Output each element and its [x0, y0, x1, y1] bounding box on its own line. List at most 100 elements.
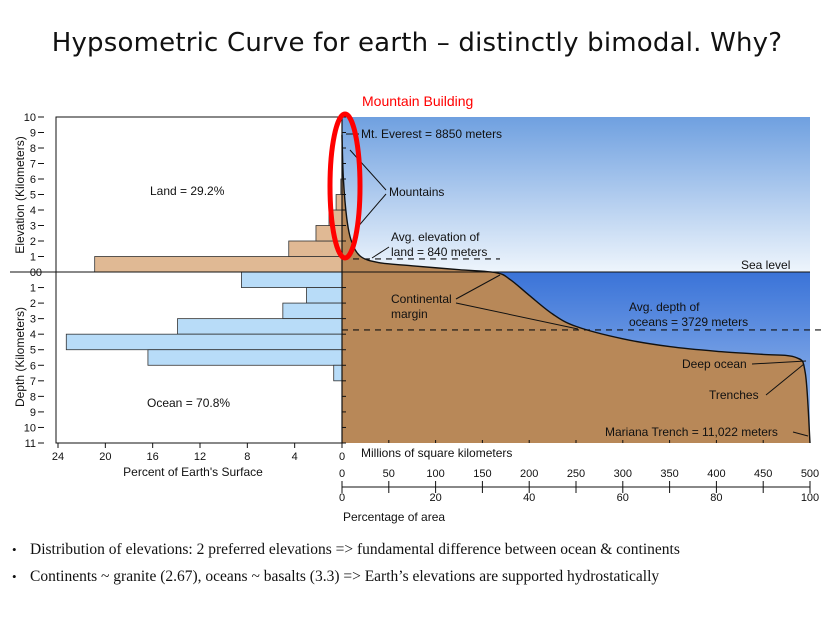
bullet-text: Distribution of elevations: 2 preferred …	[30, 541, 680, 558]
depth-tick-label: 9	[30, 407, 36, 419]
elevation-tick-label: 4	[30, 205, 36, 217]
percent-surface-tick-label: 20	[99, 451, 111, 463]
millions-km2-label: Millions of square kilometers	[361, 446, 512, 460]
hypsometric-panel	[341, 117, 826, 444]
percent-surface-tick-label: 24	[52, 451, 64, 463]
elevation-tick-label: 6	[30, 174, 36, 186]
depth-tick-label: 11	[25, 438, 36, 450]
bullet-item: • Continents ~ granite (2.67), oceans ~ …	[12, 568, 828, 586]
elevation-tick-label: 2	[30, 236, 36, 248]
mountains-arrow-1	[349, 149, 387, 191]
percent-surface-tick-label: 16	[147, 451, 159, 463]
sky-background	[342, 117, 810, 272]
callout-label: Mountain Building	[362, 93, 473, 109]
elevation-tick-label: 8	[30, 143, 36, 155]
area-tick-label: 0	[339, 468, 345, 480]
depth-tick-label: 10	[24, 422, 36, 434]
elevation-tick-label: 10	[24, 112, 36, 124]
everest-label: Mt. Everest = 8850 meters	[361, 127, 502, 141]
elevation-tick-label: 0	[30, 267, 36, 279]
percent-area-tick-label: 60	[617, 492, 629, 504]
margin-arrow-2	[455, 302, 579, 330]
ocean-percent-label: Ocean = 70.8%	[147, 396, 230, 410]
depth-axis-label: Depth (Kilometers)	[13, 307, 27, 407]
percent-surface-tick-label: 12	[194, 451, 206, 463]
elevation-tick-label: 7	[30, 159, 36, 171]
sea-level-label: Sea level	[741, 258, 790, 272]
ocean-bar	[147, 349, 343, 366]
land-bar	[315, 225, 343, 242]
percent-area-tick-label: 40	[523, 492, 535, 504]
bullet-dot-icon: •	[12, 569, 17, 584]
deep-ocean-label: Deep ocean	[682, 357, 747, 371]
percent-area-tick-label: 80	[710, 492, 722, 504]
land-bar	[94, 256, 343, 273]
depth-zero-label: 0	[36, 267, 42, 279]
histogram-panel	[55, 116, 343, 444]
percent-area-tick-label: 0	[339, 492, 345, 504]
depth-tick-label: 7	[30, 376, 36, 388]
chart-labels: Mountain Building Land = 29.2% Ocean = 7…	[13, 93, 790, 524]
area-tick-label: 250	[567, 468, 585, 480]
ocean-bar	[333, 364, 343, 382]
area-tick-label: 150	[473, 468, 491, 480]
ocean-bar	[177, 318, 343, 335]
mariana-label: Mariana Trench = 11,022 meters	[605, 425, 778, 439]
elevation-tick-label: 9	[30, 128, 36, 140]
mountains-arrow-2	[355, 193, 387, 230]
avg-land-label-2: land = 840 meters	[391, 245, 487, 259]
continental-margin-label-1: Continental	[391, 292, 452, 306]
trenches-arrow	[765, 363, 805, 396]
trenches-label: Trenches	[709, 388, 759, 402]
margin-arrow-1	[455, 274, 501, 300]
area-tick-label: 500	[801, 468, 819, 480]
area-tick-label: 350	[660, 468, 678, 480]
mountains-label: Mountains	[389, 185, 444, 199]
depth-tick-label: 8	[30, 391, 36, 403]
land-bar	[335, 194, 343, 211]
ocean-bar	[282, 302, 343, 320]
crust-area	[342, 134, 810, 444]
ocean-bar	[65, 333, 343, 351]
depth-tick-label: 2	[30, 298, 36, 310]
bullet-item: • Distribution of elevations: 2 preferre…	[12, 541, 828, 559]
ocean-bar	[306, 287, 343, 304]
percent-surface-tick-label: 4	[292, 451, 298, 463]
area-tick-label: 450	[754, 468, 772, 480]
depth-tick-label: 1	[30, 283, 36, 295]
slide-title: Hypsometric Curve for earth – distinctly…	[51, 28, 783, 58]
area-tick-label: 100	[426, 468, 444, 480]
bullet-list: • Distribution of elevations: 2 preferre…	[12, 541, 828, 595]
mountain-building-ellipse	[327, 111, 363, 261]
elevation-axis-label: Elevation (Kilometers)	[13, 136, 27, 253]
depth-tick-label: 3	[30, 314, 36, 326]
percent-surface-tick-label: 8	[244, 451, 250, 463]
avg-ocean-label-1: Avg. depth of	[629, 300, 700, 314]
area-tick-label: 50	[383, 468, 395, 480]
depth-tick-label: 6	[30, 360, 36, 372]
area-tick-label: 300	[614, 468, 632, 480]
percent-area-tick-label: 100	[801, 492, 819, 504]
bullet-dot-icon: •	[12, 542, 17, 557]
percent-surface-tick-label: 0	[339, 451, 345, 463]
elevation-tick-label: 3	[30, 221, 36, 233]
ocean-bar	[241, 271, 343, 288]
area-tick-label: 400	[707, 468, 725, 480]
percentage-area-label: Percentage of area	[343, 510, 445, 524]
avg-ocean-label-2: oceans = 3729 meters	[629, 315, 748, 329]
annotation-arrows	[346, 133, 809, 437]
avg-land-label-1: Avg. elevation of	[391, 230, 480, 244]
elevation-tick-label: 5	[30, 190, 36, 202]
continental-margin-label-2: margin	[391, 307, 428, 321]
elevation-tick-label: 1	[30, 252, 36, 264]
area-tick-label: 200	[520, 468, 538, 480]
bullet-text: Continents ~ granite (2.67), oceans ~ ba…	[30, 568, 660, 585]
avg-land-arrow	[371, 246, 390, 259]
percent-area-tick-label: 20	[429, 492, 441, 504]
depth-tick-label: 5	[30, 345, 36, 357]
mariana-arrow	[792, 431, 809, 437]
deep-ocean-arrow	[751, 360, 807, 365]
depth-tick-label: 4	[30, 329, 36, 341]
land-percent-label: Land = 29.2%	[150, 184, 225, 198]
